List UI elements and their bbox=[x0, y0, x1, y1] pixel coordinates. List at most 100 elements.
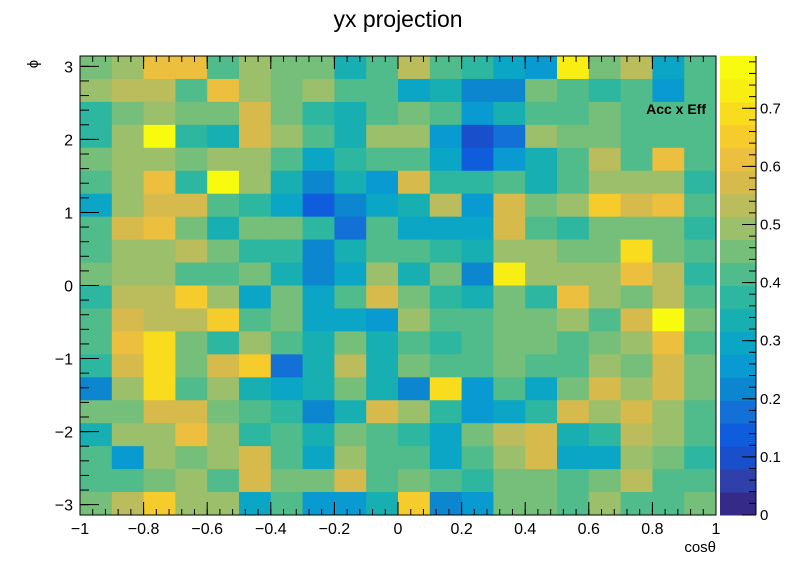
heatmap-cell bbox=[588, 56, 622, 80]
heatmap-cell bbox=[620, 285, 653, 309]
heatmap-cell bbox=[366, 331, 399, 355]
heatmap-cell bbox=[143, 492, 176, 516]
heatmap-cell bbox=[493, 446, 526, 470]
heatmap-cell bbox=[652, 262, 685, 286]
heatmap-cell bbox=[111, 239, 145, 264]
heatmap-cell bbox=[80, 492, 113, 516]
heatmap-cell bbox=[620, 101, 653, 126]
heatmap-cell bbox=[398, 492, 431, 516]
heatmap-cell bbox=[239, 101, 272, 126]
heatmap-cell bbox=[175, 285, 208, 309]
heatmap-cell bbox=[684, 239, 717, 264]
heatmap-cell bbox=[398, 262, 431, 286]
heatmap-cell bbox=[334, 239, 367, 264]
heatmap-cell bbox=[302, 446, 335, 470]
heatmap-cell bbox=[143, 170, 176, 195]
heatmap-cell bbox=[207, 78, 240, 103]
heatmap-cell bbox=[175, 101, 208, 126]
heatmap-cell bbox=[80, 285, 113, 309]
heatmap-cell bbox=[620, 56, 653, 80]
heatmap-cell bbox=[684, 469, 717, 493]
heatmap-cell bbox=[302, 193, 335, 218]
heatmap-cell bbox=[334, 216, 367, 241]
heatmap-cell bbox=[461, 400, 494, 424]
heatmap-cell bbox=[175, 262, 208, 286]
heatmap-cell bbox=[588, 331, 622, 355]
heatmap-cell bbox=[80, 354, 113, 378]
heatmap-cell bbox=[461, 285, 494, 309]
heatmap-cell bbox=[111, 262, 145, 286]
heatmap-cell bbox=[557, 216, 590, 241]
heatmap-cell bbox=[366, 216, 399, 241]
heatmap-cell bbox=[493, 56, 526, 80]
heatmap-cell bbox=[461, 331, 494, 355]
heatmap-cell bbox=[684, 492, 717, 516]
heatmap-cell bbox=[429, 285, 463, 309]
heatmap-cell bbox=[143, 308, 176, 332]
heatmap-cell bbox=[493, 193, 526, 218]
heatmap-cell bbox=[652, 239, 685, 264]
heatmap-cell bbox=[588, 170, 622, 195]
heatmap-cell bbox=[493, 308, 526, 332]
heatmap-cell bbox=[525, 239, 558, 264]
heatmap-cell bbox=[111, 423, 145, 447]
chart-title: yx projection bbox=[333, 6, 462, 32]
heatmap-cell bbox=[207, 285, 240, 309]
heatmap-cell bbox=[557, 354, 590, 378]
heatmap-cell bbox=[270, 101, 304, 126]
heatmap-cell bbox=[175, 124, 208, 149]
heatmap-cell bbox=[111, 331, 145, 355]
heatmap-cell bbox=[80, 101, 113, 126]
heatmap-cell bbox=[461, 377, 494, 401]
heatmap-cell bbox=[652, 56, 685, 80]
heatmap-cell bbox=[80, 377, 113, 401]
heatmap-cell bbox=[270, 56, 304, 80]
heatmap-cells bbox=[80, 56, 717, 516]
heatmap-cell bbox=[175, 469, 208, 493]
heatmap-cell bbox=[175, 492, 208, 516]
heatmap-cell bbox=[684, 331, 717, 355]
color-scale-tick-label: 0.4 bbox=[760, 275, 781, 292]
heatmap-cell bbox=[366, 492, 399, 516]
heatmap-cell bbox=[366, 239, 399, 264]
heatmap-cell bbox=[620, 469, 653, 493]
heatmap-cell bbox=[429, 262, 463, 286]
heatmap-cell bbox=[493, 262, 526, 286]
heatmap-cell bbox=[270, 308, 304, 332]
heatmap-cell bbox=[429, 446, 463, 470]
heatmap-cell bbox=[557, 285, 590, 309]
heatmap-cell bbox=[525, 377, 558, 401]
heatmap-cell bbox=[557, 262, 590, 286]
x-axis-label: cosθ bbox=[684, 539, 716, 556]
heatmap-cell bbox=[207, 101, 240, 126]
y-tick-label: −2 bbox=[55, 425, 73, 442]
color-scale-tick-label: 0.7 bbox=[760, 100, 781, 117]
heatmap-cell bbox=[429, 400, 463, 424]
heatmap-cell bbox=[80, 308, 113, 332]
heatmap-cell bbox=[111, 469, 145, 493]
heatmap-cell bbox=[398, 354, 431, 378]
heatmap-cell bbox=[493, 331, 526, 355]
color-scale-swatch bbox=[720, 78, 756, 103]
heatmap-cell bbox=[270, 492, 304, 516]
heatmap-cell bbox=[143, 101, 176, 126]
heatmap-cell bbox=[207, 170, 240, 195]
y-tick-label: −3 bbox=[55, 498, 73, 515]
heatmap-cell bbox=[366, 56, 399, 80]
annotation-label: Acc x Eff bbox=[646, 101, 706, 117]
heatmap-cell bbox=[239, 469, 272, 493]
heatmap-cell bbox=[334, 262, 367, 286]
heatmap-cell bbox=[143, 78, 176, 103]
heatmap-cell bbox=[684, 216, 717, 241]
heatmap-cell bbox=[684, 101, 717, 126]
color-scale-tick-label: 0.3 bbox=[760, 333, 781, 350]
heatmap-cell bbox=[588, 492, 622, 516]
heatmap-cell bbox=[557, 170, 590, 195]
heatmap-cell bbox=[366, 193, 399, 218]
heatmap-cell bbox=[652, 216, 685, 241]
heatmap-cell bbox=[652, 492, 685, 516]
heatmap-cell bbox=[557, 239, 590, 264]
heatmap-cell bbox=[525, 170, 558, 195]
heatmap-cell bbox=[429, 377, 463, 401]
heatmap-cell bbox=[652, 446, 685, 470]
